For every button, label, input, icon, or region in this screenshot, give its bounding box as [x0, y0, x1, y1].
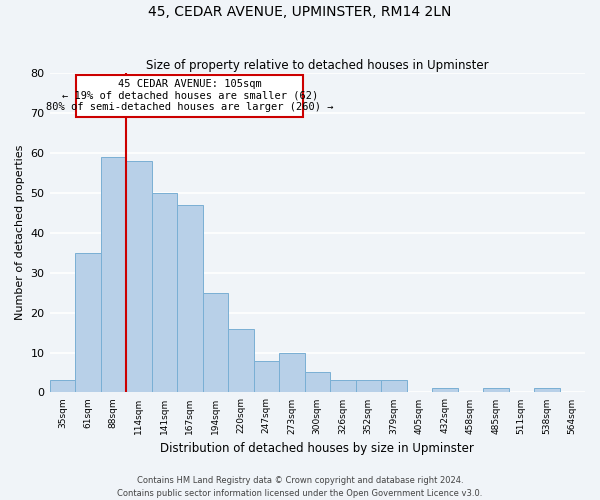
Bar [50, 380, 75, 392]
Text: ← 19% of detached houses are smaller (62): ← 19% of detached houses are smaller (62… [62, 90, 318, 100]
Bar [203, 292, 228, 392]
Bar [101, 157, 126, 392]
Bar [330, 380, 356, 392]
Bar [305, 372, 330, 392]
X-axis label: Distribution of detached houses by size in Upminster: Distribution of detached houses by size … [160, 442, 474, 455]
Text: 80% of semi-detached houses are larger (260) →: 80% of semi-detached houses are larger (… [46, 102, 334, 112]
Bar [381, 380, 407, 392]
Bar [534, 388, 560, 392]
Bar [126, 161, 152, 392]
Text: 45, CEDAR AVENUE, UPMINSTER, RM14 2LN: 45, CEDAR AVENUE, UPMINSTER, RM14 2LN [148, 5, 452, 19]
Bar [356, 380, 381, 392]
Bar [177, 205, 203, 392]
Text: 45 CEDAR AVENUE: 105sqm: 45 CEDAR AVENUE: 105sqm [118, 80, 262, 90]
Bar [254, 360, 279, 392]
Bar [279, 352, 305, 393]
Bar [228, 328, 254, 392]
FancyBboxPatch shape [76, 75, 303, 117]
Bar [75, 253, 101, 392]
Bar [483, 388, 509, 392]
Y-axis label: Number of detached properties: Number of detached properties [15, 145, 25, 320]
Bar [152, 193, 177, 392]
Text: Contains HM Land Registry data © Crown copyright and database right 2024.
Contai: Contains HM Land Registry data © Crown c… [118, 476, 482, 498]
Bar [432, 388, 458, 392]
Title: Size of property relative to detached houses in Upminster: Size of property relative to detached ho… [146, 59, 488, 72]
